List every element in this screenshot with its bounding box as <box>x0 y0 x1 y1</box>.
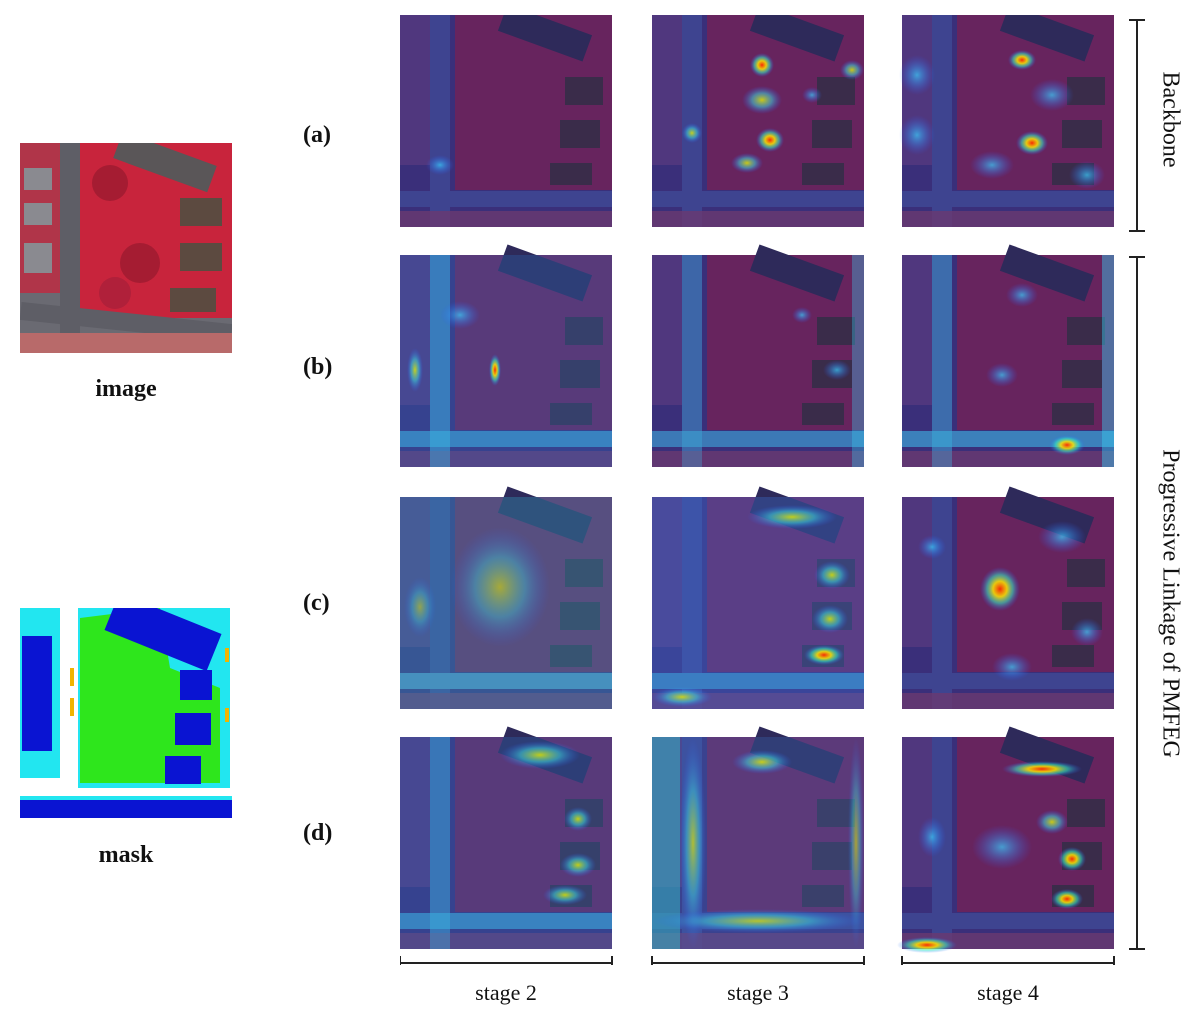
row-label-b: (b) <box>303 354 333 380</box>
heatmap-b-stage3 <box>652 244 864 467</box>
stage-bracket-lines <box>400 956 1115 965</box>
mask-label: mask <box>98 842 154 868</box>
col-label-stage3: stage 3 <box>727 980 789 1005</box>
heatmap-d-stage2 <box>400 726 612 949</box>
pmfeg-label: Progressive Linkage of PMFEG <box>1157 449 1184 758</box>
heatmap-c-stage2 <box>400 486 612 709</box>
heatmap-c-stage3 <box>652 486 864 709</box>
heatmap-b-stage4 <box>902 244 1114 467</box>
side-brackets <box>1129 19 1145 950</box>
row-label-a: (a) <box>303 122 331 148</box>
col-label-stage4: stage 4 <box>977 980 1039 1005</box>
row-label-c: (c) <box>303 590 330 616</box>
col-label-stage2: stage 2 <box>475 980 537 1005</box>
row-label-d: (d) <box>303 820 333 846</box>
input-image <box>20 143 232 353</box>
image-label: image <box>95 376 157 402</box>
segmentation-mask <box>20 608 232 818</box>
backbone-label: Backbone <box>1157 71 1184 168</box>
heatmap-d-stage4 <box>897 726 1114 953</box>
heatmap-a-stage3 <box>652 15 864 227</box>
heatmap-c-stage4 <box>902 486 1114 709</box>
heatmap-grid <box>400 15 1115 965</box>
heatmap-a-stage4 <box>899 15 1114 227</box>
heatmap-b-stage2 <box>400 244 612 467</box>
heatmap-d-stage3 <box>652 726 864 949</box>
heatmap-a-stage2 <box>400 15 612 227</box>
